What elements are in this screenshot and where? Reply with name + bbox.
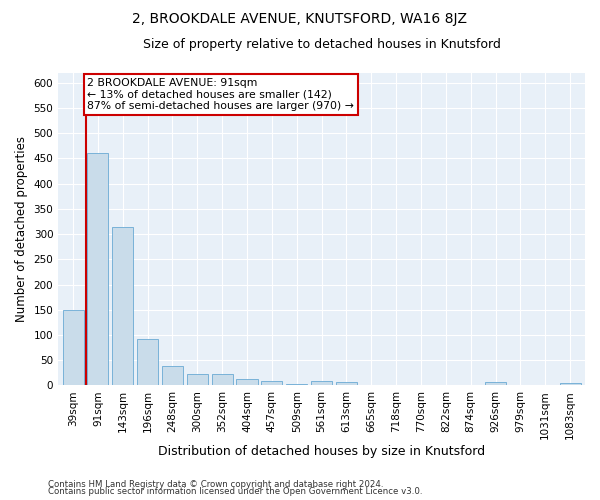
Bar (311, 382, 332, 386)
Bar (88, 154, 109, 386)
Bar (187, 374, 208, 386)
Bar (485, 382, 506, 386)
Text: 2, BROOKDALE AVENUE, KNUTSFORD, WA16 8JZ: 2, BROOKDALE AVENUE, KNUTSFORD, WA16 8JZ (133, 12, 467, 26)
Bar (336, 382, 357, 386)
Text: Contains HM Land Registry data © Crown copyright and database right 2024.: Contains HM Land Registry data © Crown c… (48, 480, 383, 489)
Bar (560, 383, 581, 386)
Bar (62, 310, 83, 386)
Title: Size of property relative to detached houses in Knutsford: Size of property relative to detached ho… (143, 38, 500, 51)
Text: 2 BROOKDALE AVENUE: 91sqm
← 13% of detached houses are smaller (142)
87% of semi: 2 BROOKDALE AVENUE: 91sqm ← 13% of detac… (88, 78, 355, 110)
Bar (162, 366, 183, 386)
Bar (137, 338, 158, 386)
Text: Contains public sector information licensed under the Open Government Licence v3: Contains public sector information licen… (48, 487, 422, 496)
Bar (212, 374, 233, 386)
Bar (286, 384, 307, 386)
Y-axis label: Number of detached properties: Number of detached properties (15, 136, 28, 322)
Bar (112, 228, 133, 386)
Bar (236, 379, 257, 386)
X-axis label: Distribution of detached houses by size in Knutsford: Distribution of detached houses by size … (158, 444, 485, 458)
Bar (262, 382, 283, 386)
